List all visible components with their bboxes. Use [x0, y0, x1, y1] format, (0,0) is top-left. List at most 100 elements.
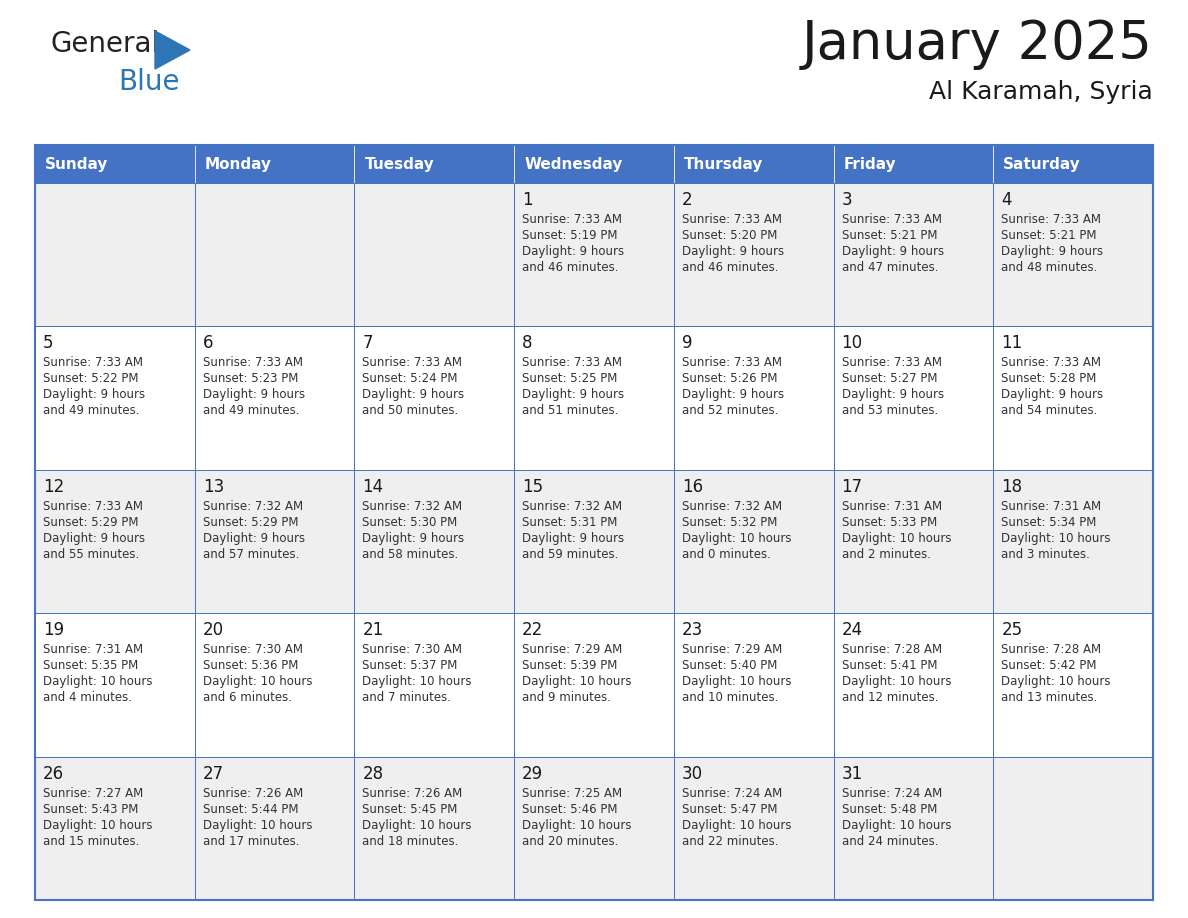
Text: Daylight: 10 hours: Daylight: 10 hours — [682, 676, 791, 688]
Text: and 46 minutes.: and 46 minutes. — [682, 261, 778, 274]
Text: and 52 minutes.: and 52 minutes. — [682, 405, 778, 418]
Text: 13: 13 — [203, 477, 225, 496]
Text: and 59 minutes.: and 59 minutes. — [523, 548, 619, 561]
Text: 9: 9 — [682, 334, 693, 353]
Text: 31: 31 — [841, 765, 862, 783]
Text: Daylight: 10 hours: Daylight: 10 hours — [43, 819, 152, 832]
Bar — [354, 470, 514, 613]
Text: Sunrise: 7:32 AM: Sunrise: 7:32 AM — [523, 499, 623, 513]
Text: Sunrise: 7:30 AM: Sunrise: 7:30 AM — [362, 644, 462, 656]
Bar — [34, 613, 195, 756]
Text: Sunrise: 7:32 AM: Sunrise: 7:32 AM — [682, 499, 782, 513]
Text: Daylight: 9 hours: Daylight: 9 hours — [203, 388, 305, 401]
Text: and 48 minutes.: and 48 minutes. — [1001, 261, 1098, 274]
Text: 14: 14 — [362, 477, 384, 496]
Text: Daylight: 10 hours: Daylight: 10 hours — [682, 819, 791, 832]
Text: Friday: Friday — [843, 156, 896, 172]
Text: Daylight: 9 hours: Daylight: 9 hours — [523, 388, 624, 401]
Text: Sunset: 5:48 PM: Sunset: 5:48 PM — [841, 802, 937, 815]
Text: Daylight: 10 hours: Daylight: 10 hours — [682, 532, 791, 544]
Text: and 2 minutes.: and 2 minutes. — [841, 548, 930, 561]
Text: and 51 minutes.: and 51 minutes. — [523, 405, 619, 418]
Text: 10: 10 — [841, 334, 862, 353]
Text: and 18 minutes.: and 18 minutes. — [362, 834, 459, 847]
Bar — [354, 613, 514, 756]
Text: and 58 minutes.: and 58 minutes. — [362, 548, 459, 561]
Bar — [195, 145, 354, 183]
Bar — [674, 756, 834, 900]
Text: Tuesday: Tuesday — [365, 156, 434, 172]
Text: Sunrise: 7:26 AM: Sunrise: 7:26 AM — [203, 787, 303, 800]
Text: 26: 26 — [43, 765, 64, 783]
Text: and 57 minutes.: and 57 minutes. — [203, 548, 299, 561]
Text: Sunrise: 7:32 AM: Sunrise: 7:32 AM — [203, 499, 303, 513]
Text: Daylight: 10 hours: Daylight: 10 hours — [841, 532, 952, 544]
Bar — [34, 183, 195, 327]
Text: Sunset: 5:29 PM: Sunset: 5:29 PM — [43, 516, 139, 529]
Text: Daylight: 9 hours: Daylight: 9 hours — [43, 388, 145, 401]
Text: Daylight: 10 hours: Daylight: 10 hours — [841, 676, 952, 688]
Text: Sunrise: 7:33 AM: Sunrise: 7:33 AM — [43, 499, 143, 513]
Text: and 13 minutes.: and 13 minutes. — [1001, 691, 1098, 704]
Text: and 55 minutes.: and 55 minutes. — [43, 548, 139, 561]
Text: and 49 minutes.: and 49 minutes. — [43, 405, 139, 418]
Bar — [834, 470, 993, 613]
Text: Sunrise: 7:33 AM: Sunrise: 7:33 AM — [1001, 356, 1101, 369]
Text: 27: 27 — [203, 765, 223, 783]
Text: and 0 minutes.: and 0 minutes. — [682, 548, 771, 561]
Text: Daylight: 9 hours: Daylight: 9 hours — [523, 245, 624, 258]
Text: Sunset: 5:36 PM: Sunset: 5:36 PM — [203, 659, 298, 672]
Bar — [514, 613, 674, 756]
Text: and 20 minutes.: and 20 minutes. — [523, 834, 619, 847]
Text: and 53 minutes.: and 53 minutes. — [841, 405, 937, 418]
Text: Sunset: 5:21 PM: Sunset: 5:21 PM — [841, 229, 937, 242]
Text: Sunset: 5:31 PM: Sunset: 5:31 PM — [523, 516, 618, 529]
Text: Blue: Blue — [118, 68, 179, 96]
Text: and 10 minutes.: and 10 minutes. — [682, 691, 778, 704]
Bar — [834, 145, 993, 183]
Text: Daylight: 9 hours: Daylight: 9 hours — [1001, 388, 1104, 401]
Text: Daylight: 10 hours: Daylight: 10 hours — [362, 819, 472, 832]
Text: Sunset: 5:20 PM: Sunset: 5:20 PM — [682, 229, 777, 242]
Text: Sunrise: 7:31 AM: Sunrise: 7:31 AM — [1001, 499, 1101, 513]
Bar — [514, 470, 674, 613]
Bar — [354, 145, 514, 183]
Bar — [514, 756, 674, 900]
Text: Sunset: 5:45 PM: Sunset: 5:45 PM — [362, 802, 457, 815]
Text: 15: 15 — [523, 477, 543, 496]
Text: Daylight: 10 hours: Daylight: 10 hours — [523, 819, 632, 832]
Bar — [34, 756, 195, 900]
Bar — [834, 327, 993, 470]
Text: and 46 minutes.: and 46 minutes. — [523, 261, 619, 274]
Text: Sunset: 5:24 PM: Sunset: 5:24 PM — [362, 373, 457, 386]
Bar — [674, 470, 834, 613]
Text: Sunrise: 7:30 AM: Sunrise: 7:30 AM — [203, 644, 303, 656]
Text: and 47 minutes.: and 47 minutes. — [841, 261, 939, 274]
Text: 2: 2 — [682, 191, 693, 209]
Text: Daylight: 9 hours: Daylight: 9 hours — [841, 245, 943, 258]
Text: Sunrise: 7:33 AM: Sunrise: 7:33 AM — [1001, 213, 1101, 226]
Bar — [514, 327, 674, 470]
Bar — [993, 470, 1154, 613]
Text: Saturday: Saturday — [1004, 156, 1081, 172]
Text: and 50 minutes.: and 50 minutes. — [362, 405, 459, 418]
Text: and 4 minutes.: and 4 minutes. — [43, 691, 132, 704]
Text: Sunrise: 7:32 AM: Sunrise: 7:32 AM — [362, 499, 462, 513]
Text: Sunset: 5:44 PM: Sunset: 5:44 PM — [203, 802, 298, 815]
Text: Sunset: 5:32 PM: Sunset: 5:32 PM — [682, 516, 777, 529]
Text: and 15 minutes.: and 15 minutes. — [43, 834, 139, 847]
Text: Sunset: 5:26 PM: Sunset: 5:26 PM — [682, 373, 777, 386]
Text: Daylight: 10 hours: Daylight: 10 hours — [203, 819, 312, 832]
Text: 25: 25 — [1001, 621, 1023, 639]
Text: Sunrise: 7:29 AM: Sunrise: 7:29 AM — [682, 644, 782, 656]
Text: Daylight: 9 hours: Daylight: 9 hours — [523, 532, 624, 544]
Text: Sunrise: 7:33 AM: Sunrise: 7:33 AM — [203, 356, 303, 369]
Text: and 24 minutes.: and 24 minutes. — [841, 834, 939, 847]
Text: Sunrise: 7:24 AM: Sunrise: 7:24 AM — [841, 787, 942, 800]
Bar — [34, 470, 195, 613]
Text: Daylight: 9 hours: Daylight: 9 hours — [362, 388, 465, 401]
Text: 8: 8 — [523, 334, 532, 353]
Text: Sunrise: 7:33 AM: Sunrise: 7:33 AM — [362, 356, 462, 369]
Text: 20: 20 — [203, 621, 223, 639]
Bar — [834, 183, 993, 327]
